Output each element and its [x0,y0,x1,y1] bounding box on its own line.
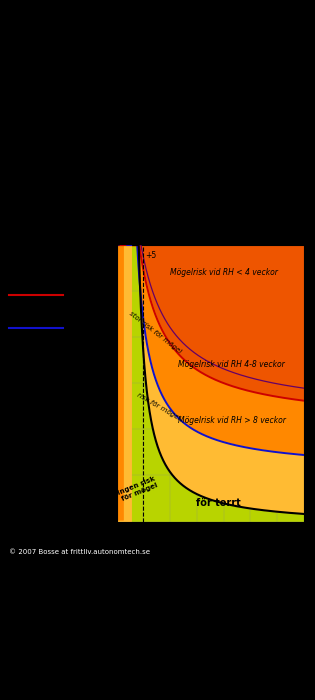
Text: RH$_{8week_t}$: RH$_{8week_t}$ [72,313,105,326]
Text: risk för mögel: risk för mögel [135,391,180,421]
Text: för varmt: för varmt [312,328,315,372]
Title: Mögelrisk vs RH / temp / tid: Mögelrisk vs RH / temp / tid [142,233,278,243]
Text: +5: +5 [146,251,157,260]
Text: RH, Relativ Fuktighet (%): RH, Relativ Fuktighet (%) [27,335,36,431]
Text: Mögelrisk vid RH 4-8 veckor: Mögelrisk vid RH 4-8 veckor [178,360,285,369]
Text: Mögelrisk vid RH < 4 veckor: Mögelrisk vid RH < 4 veckor [170,268,278,277]
Text: © 2007 Bosse at frittliv.autonomtech.se: © 2007 Bosse at frittliv.autonomtech.se [9,550,151,556]
Text: Mögelrisk vid RH > 8 veckor: Mögelrisk vid RH > 8 veckor [178,416,286,424]
Text: för kallt: för kallt [95,331,104,369]
Text: RH$_{konstant_t}$: RH$_{konstant_t}$ [72,346,111,360]
Y-axis label: RH, Relativ Fuktighet (%): RH, Relativ Fuktighet (%) [78,335,87,431]
Text: RH$_{4week_t}$: RH$_{4week_t}$ [72,279,105,293]
Text: Ingen risk
för mögel: Ingen risk för mögel [117,476,159,503]
Text: stor risk för mögel: stor risk för mögel [128,310,183,355]
X-axis label: temp,
temperatur (°C): temp, temperatur (°C) [174,542,246,561]
Text: för torrt: för torrt [196,498,241,508]
